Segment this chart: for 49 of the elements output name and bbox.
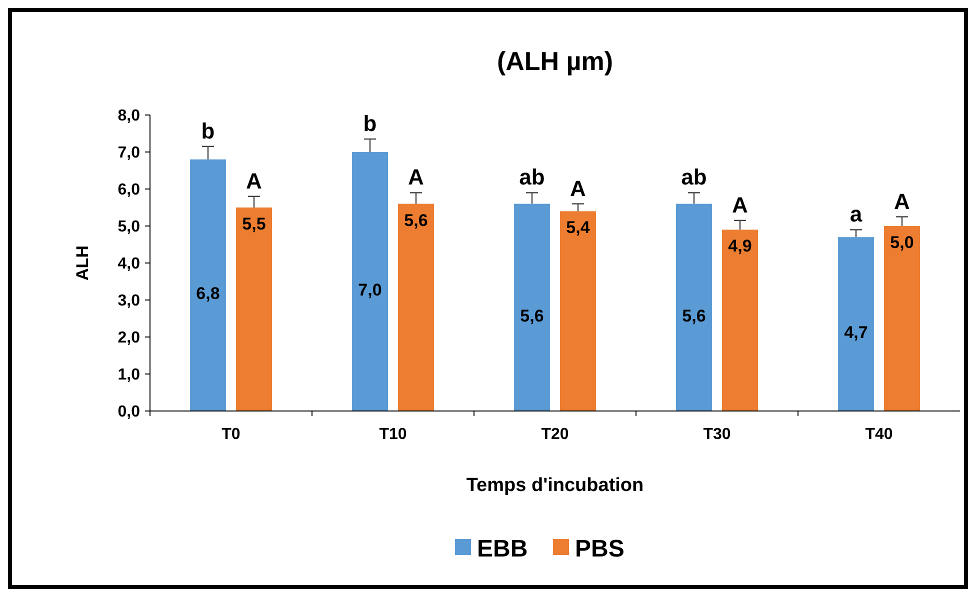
bar [838,237,874,411]
x-axis-title: Temps d'incubation [466,475,644,496]
bar [884,226,920,411]
bar [398,204,434,411]
x-tick-label: T20 [541,426,569,443]
bar [676,204,712,411]
x-tick-label: T0 [222,426,240,443]
annotation: A [732,192,748,218]
annotation: A [894,188,910,214]
bar [190,159,226,411]
y-tick-label: 0,0 [118,404,140,421]
data-label: 5,6 [682,306,706,326]
y-tick-label: 7,0 [118,144,140,162]
y-tick-label: 6,0 [118,182,140,199]
y-tick-label: 8,0 [118,108,140,125]
bar [514,204,550,411]
y-tick-label: 4,0 [118,256,140,273]
bar [352,152,388,411]
data-label: 5,5 [242,214,266,234]
data-label: 5,4 [566,218,590,238]
data-label: 6,8 [196,284,220,304]
annotation: a [850,202,863,227]
data-label: 5,0 [890,233,914,252]
legend-label: PBS [575,535,624,562]
bar [560,211,596,411]
annotation: A [246,168,262,194]
annotation: b [201,118,215,144]
y-tick-label: 2,0 [118,330,140,347]
data-label: 4,9 [728,236,752,256]
bar [722,230,758,411]
data-label: 5,6 [404,210,428,230]
y-axis-title: ALH [73,246,92,280]
data-label: 4,7 [844,323,868,342]
annotation: ab [519,164,545,190]
annotation: A [408,164,424,190]
annotation: A [570,176,586,201]
x-tick-label: T30 [703,426,731,443]
data-label: 7,0 [358,280,382,300]
y-tick-label: 5,0 [118,218,140,236]
annotation: ab [681,164,707,190]
x-tick-label: T40 [865,426,893,443]
bar [236,208,272,411]
chart-title: (ALH µm) [496,46,614,76]
y-tick-label: 3,0 [118,292,140,310]
y-tick-label: 1,0 [118,366,140,384]
data-label: 5,6 [520,306,544,326]
annotation: b [363,111,377,136]
legend-label: EBB [477,535,528,562]
x-tick-label: T10 [379,426,407,443]
